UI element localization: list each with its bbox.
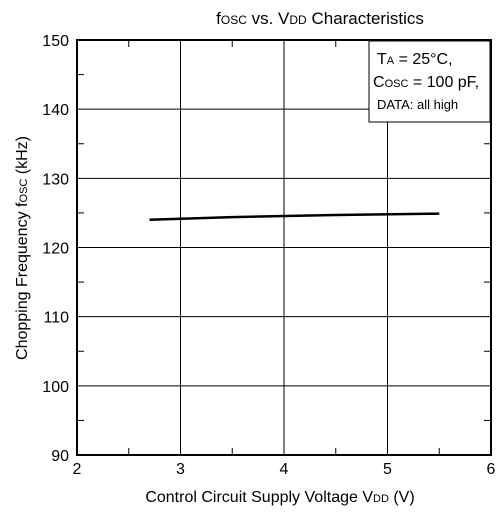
x-tick-labels: 2 3 4 5 6	[73, 461, 496, 478]
tick-marks	[77, 40, 491, 455]
plot-frame	[76, 39, 492, 456]
x-tick-label: 6	[487, 461, 496, 478]
series-line-0	[149, 212, 440, 222]
y-tick-label: 130	[42, 171, 69, 188]
x-tick-label: 3	[176, 461, 185, 478]
y-tick-label: 110	[43, 310, 69, 327]
y-axis-label: Chopping Frequency fOSC (kHz)	[14, 136, 31, 360]
x-tick-label: 5	[383, 461, 392, 478]
y-tick-label: 120	[42, 241, 69, 258]
chart-title: fOSC vs. VDD Characteristics	[216, 9, 424, 28]
x-tick-label: 2	[73, 461, 82, 478]
x-tick-label: 4	[280, 461, 289, 478]
y-tick-label: 150	[42, 33, 69, 50]
y-tick-label: 90	[51, 448, 69, 465]
x-axis-label: Control Circuit Supply Voltage VDD (V)	[145, 489, 414, 506]
annotation-line-1: TA = 25°C,	[377, 51, 453, 68]
y-tick-labels: 90 100 110 120 130 140 150	[42, 33, 69, 465]
series-group	[149, 212, 440, 222]
annotation-line-3: DATA: all high	[377, 97, 458, 112]
y-tick-label: 140	[42, 102, 69, 119]
annotation-line-2: COSC = 100 pF,	[373, 74, 479, 91]
y-tick-label: 100	[42, 379, 69, 396]
annotation-box	[368, 40, 491, 123]
